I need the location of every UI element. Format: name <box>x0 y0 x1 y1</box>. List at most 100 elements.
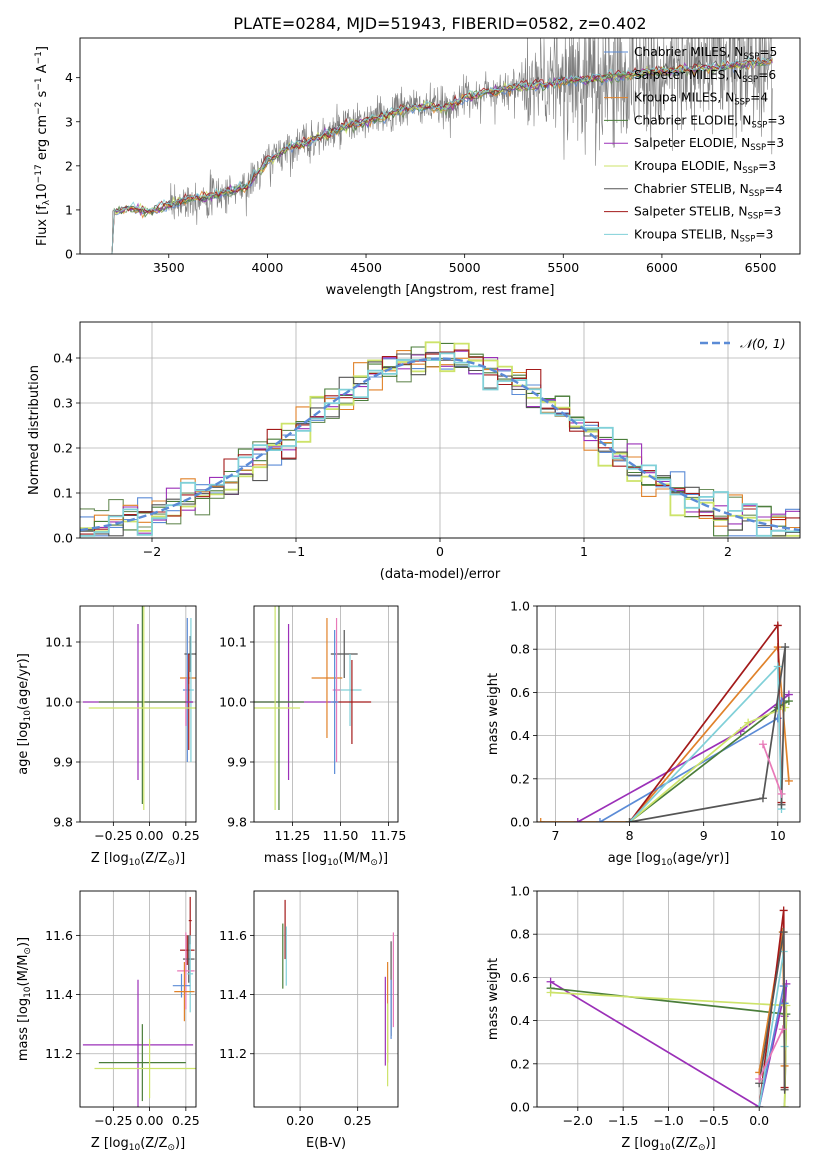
y-tick-label: 11.2 <box>219 1046 247 1061</box>
y-label-part: )] <box>16 937 31 947</box>
x-tick-label: −1.5 <box>608 1113 638 1128</box>
y-axis-label: age [log10(age/yr)] <box>16 653 33 775</box>
plot-area-mass_weight_vs_Z <box>546 906 791 1107</box>
legend-label-base: Salpeter STELIB, N <box>634 205 747 219</box>
x-tick-label: 8 <box>626 828 634 843</box>
panel-spectrum: 3500 4000 4500 5000 5500 6000 6500 0 1 2 3 4 wavelen… <box>34 37 801 298</box>
mass-weight-marker <box>778 1025 787 1034</box>
legend-label: Kroupa STELIB, NSSP=3 <box>634 227 773 244</box>
y-label-part: −1 <box>34 77 44 90</box>
x-label-part: Z [log <box>91 1136 129 1151</box>
x-tick-label: 5500 <box>547 260 579 275</box>
y-label-part: 10 <box>35 183 50 200</box>
mass-weight-marker <box>755 1074 764 1083</box>
legend-label-sub: SSP <box>749 189 765 199</box>
errorbar-point <box>98 606 186 804</box>
x-label-part: (Z/Z <box>140 851 167 866</box>
y-tick-label: 10.1 <box>219 635 247 650</box>
y-tick-label: 11.6 <box>45 928 73 943</box>
legend-label-base: Chabrier ELODIE, N <box>634 113 751 127</box>
y-label-part: s <box>35 90 50 101</box>
mass-weight-marker <box>784 697 793 706</box>
x-tick-label: 5000 <box>449 260 481 275</box>
y-tick-label: 0.0 <box>53 531 73 546</box>
y-label-part: 10 <box>23 986 33 998</box>
x-label-part: (Z/Z <box>671 1136 698 1151</box>
y-label-part: (age/yr)] <box>16 653 31 710</box>
y-tick-label: 1.0 <box>510 599 530 614</box>
x-label-part: 10 <box>659 1143 671 1153</box>
errorbar-point <box>94 1038 196 1099</box>
x-label-part: )] <box>175 851 185 866</box>
x-tick-label: 11.50 <box>323 828 359 843</box>
legend-label-base: Kroupa ELODIE, N <box>634 159 742 173</box>
mass-weight-line <box>758 1028 784 1080</box>
legend-label: Chabrier STELIB, NSSP=4 <box>634 182 783 199</box>
y-tick-label: 0.2 <box>53 441 73 456</box>
x-tick-label: 9 <box>700 828 708 843</box>
x-label-part: Z [log <box>91 851 129 866</box>
axes-frame <box>79 890 197 1108</box>
x-tick-label: 7 <box>552 828 560 843</box>
legend-label-base: Salpeter ELODIE, N <box>634 136 750 150</box>
legend-label-tail: =4 <box>750 91 768 105</box>
x-axis-label: age [log10(age/yr)] <box>608 851 730 868</box>
y-tick-label: 2 <box>65 158 73 173</box>
mass-weight-marker <box>537 818 545 822</box>
x-axis-label: wavelength [Angstrom, rest frame] <box>326 283 555 298</box>
legend-label: Salpeter STELIB, NSSP=3 <box>634 205 781 222</box>
x-tick-label: 0.00 <box>136 828 164 843</box>
y-tick-label: 0.4 <box>510 1013 530 1028</box>
y-axis-label: mass [log10(M/M⊙)] <box>16 937 33 1061</box>
y-tick-label: 9.8 <box>227 815 247 830</box>
x-tick-label: 4500 <box>350 260 382 275</box>
legend-label-base: Kroupa MILES, N <box>634 91 734 105</box>
spectrum-data-line <box>109 38 773 254</box>
errorbar-point <box>330 630 339 774</box>
legend-label: Chabrier ELODIE, NSSP=3 <box>634 113 785 130</box>
legend-label: 𝒩(0, 1) <box>740 336 786 351</box>
x-tick-label: 1 <box>580 544 588 559</box>
mass-weight-line <box>762 743 783 795</box>
legend-label-sub: SSP <box>742 75 758 85</box>
spectrum-model-line <box>109 56 773 254</box>
x-tick-label: −0.25 <box>94 828 132 843</box>
y-label-part: ] <box>35 46 50 51</box>
y-tick-label: 1.0 <box>510 884 530 899</box>
x-label-part: ⊙ <box>167 1143 175 1153</box>
legend-label: Kroupa ELODIE, NSSP=3 <box>634 159 776 176</box>
y-tick-label: 0.4 <box>53 351 73 366</box>
mass-weight-marker <box>777 789 786 798</box>
y-tick-label: 0 <box>65 247 73 262</box>
errorbar-point <box>177 932 195 1010</box>
figure-title: PLATE=0284, MJD=51943, FIBERID=0582, z=0… <box>233 14 646 33</box>
legend-label-sub: SSP <box>742 166 758 176</box>
y-tick-label: 0.8 <box>510 642 530 657</box>
mass-weight-marker <box>784 776 793 785</box>
x-tick-label: 3500 <box>153 260 185 275</box>
errorbar-point <box>174 962 195 1022</box>
mass-weight-marker <box>744 718 753 727</box>
legend-label: Kroupa MILES, NSSP=4 <box>634 91 768 108</box>
x-tick-label: −1.0 <box>653 1113 683 1128</box>
y-label-part: −2 <box>34 102 44 115</box>
mass-weight-marker <box>625 818 634 822</box>
y-label-part: λ <box>42 199 52 205</box>
axes-frame <box>79 321 801 539</box>
errorbar-point <box>82 979 194 1107</box>
y-label-part: mass [log <box>16 998 31 1061</box>
errorbar-point <box>172 973 191 998</box>
mass-weight-marker <box>781 643 790 652</box>
axes-frame <box>79 605 197 823</box>
panel-mass_weight_vs_Z: −2.0 −1.5 −1.0 −0.5 0.0 0.0 0.2 0.4 0.6 0.8 1.0 Z [… <box>486 884 801 1153</box>
x-label-part: 10 <box>129 858 141 868</box>
y-label-part: Flux [f <box>35 205 50 246</box>
errorbar-point <box>338 654 362 726</box>
x-tick-label: 6000 <box>646 260 678 275</box>
x-tick-label: 0.0 <box>749 1113 769 1128</box>
y-label-part: (M/M <box>16 955 31 987</box>
y-tick-label: 9.8 <box>53 815 73 830</box>
errorbar-point <box>311 618 343 738</box>
